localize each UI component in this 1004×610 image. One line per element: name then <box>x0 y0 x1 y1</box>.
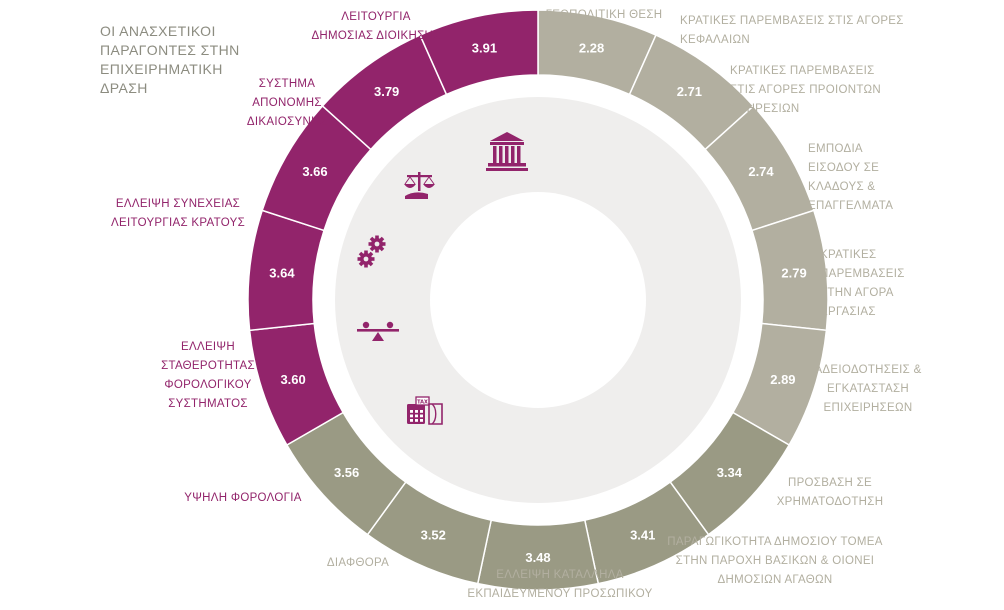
value-label-2: 2.71 <box>677 84 702 99</box>
category-label-12: ΕΛΛΕΙΨΗ ΣΤΑΘΕΡΟΤΗΤΑΣ ΦΟΡΟΛΟΓΙΚΟΥ ΣΥΣΤΗΜΑΤΟΣ <box>161 341 255 410</box>
value-label-6: 3.34 <box>717 465 743 480</box>
value-label-13: 3.66 <box>302 164 327 179</box>
value-label-1: 2.28 <box>579 41 604 56</box>
value-label-14: 3.79 <box>374 84 399 99</box>
value-label-10: 3.56 <box>334 465 359 480</box>
value-label-4: 2.79 <box>781 266 806 281</box>
category-label-5: ΚΡΑΤΙΚΕΣ ΠΑΡΕΜΒΑΣΕΙΣ ΣΤΗΝ ΑΓΟΡΑ ΕΡΓΑΣΙΑΣ <box>820 249 905 318</box>
value-label-3: 2.74 <box>748 164 774 179</box>
donut-slices <box>247 9 829 591</box>
value-label-7: 3.41 <box>630 528 655 543</box>
chart-title-line-2: ΠΑΡΑΓΟΝΤΕΣ ΣΤΗΝ <box>100 42 240 58</box>
scales-of-justice-icon <box>404 172 435 199</box>
value-label-15: 3.91 <box>472 41 497 56</box>
center-hole <box>430 192 646 408</box>
category-label-1: ΓΕΩΠΟΛΙΤΙΚΗ ΘΕΣΗ <box>546 9 663 21</box>
category-label-13: ΕΛΛΕΙΨΗ ΣΥΝΕΧΕΙΑΣ ΛΕΙΤΟΥΡΓΙΑΣ ΚΡΑΤΟΥΣ <box>111 198 245 229</box>
public-building-icon <box>486 132 528 171</box>
chart-title-line-4: ΔΡΑΣΗ <box>100 80 148 96</box>
slice-λειτουργια-δημοσιας-διοικησης <box>419 9 539 96</box>
category-label-6: ΑΔΕΙΟΔΟΤΗΣΕΙΣ & ΕΓΚΑΤΑΣΤΑΣΗ ΕΠΙΧΕΙΡΗΣΕΩΝ <box>814 364 921 414</box>
category-label-2: ΚΡΑΤΙΚΕΣ ΠΑΡΕΜΒΑΣΕΙΣ ΣΤΙΣ ΑΓΟΡΕΣ ΚΕΦΑΛΑΙΩ… <box>680 15 904 46</box>
category-label-9: ΕΛΛΕΙΨΗ ΚΑΤΑΛΛΗΛΑ ΕΚΠΑΙΔΕΥΜΕΝΟΥ ΠΡΟΣΩΠΙΚΟ… <box>467 569 652 600</box>
value-label-8: 3.48 <box>525 550 550 565</box>
chart-title-line-1: ΟΙ ΑΝΑΣΧΕΤΙΚΟΙ <box>100 23 216 39</box>
category-label-7: ΠΡΟΣΒΑΣΗ ΣΕ ΧΡΗΜΑΤΟΔΟΤΗΣΗ <box>777 477 884 508</box>
category-label-4: ΕΜΠΟΔΙΑ ΕΙΣΟΔΟΥ ΣΕ ΚΛΑΔΟΥΣ & ΕΠΑΓΓΕΛΜΑΤΑ <box>808 143 893 212</box>
gears-icon <box>357 235 386 268</box>
inner-icons: TAX <box>357 132 528 425</box>
category-label-15: ΛΕΙΤΟΥΡΓΙΑ ΔΗΜΟΣΙΑΣ ΔΙΟΙΚΗΣΗΣ <box>311 11 440 42</box>
slice-labels: 2.28 2.71 2.74 2.79 2.89 3.34 3.41 3.48 3.52 3.56… <box>111 9 921 600</box>
value-label-9: 3.52 <box>421 528 446 543</box>
chart-title: ΟΙ ΑΝΑΣΧΕΤΙΚΟΙ ΠΑΡΑΓΟΝΤΕΣ ΣΤΗΝ ΕΠΙΧΕΙΡΗΜΑΤ… <box>100 23 240 96</box>
balance-seesaw-icon <box>357 321 399 341</box>
category-label-10: ΔΙΑΦΘΟΡΑ <box>327 557 389 569</box>
category-label-14: ΣΥΣΤΗΜΑ ΑΠΟΝΟΜΗΣ ΔΙΚΑΙΟΣΥΝΗΣ <box>247 78 327 128</box>
value-label-12: 3.64 <box>269 266 295 281</box>
value-label-5: 2.89 <box>770 372 795 387</box>
category-label-8: ΠΑΡΑΓΩΓΙΚΟΤΗΤΑ ΔΗΜΟΣΙΟΥ ΤΟΜΕΑ ΣΤΗΝ ΠΑΡΟΧΗ… <box>667 536 883 586</box>
inner-disc <box>335 97 741 503</box>
tax-calculator-icon: TAX <box>407 396 443 425</box>
category-label-11: ΥΨΗΛΗ ΦΟΡΟΛΟΓΙΑ <box>184 492 301 504</box>
chart-title-line-3: ΕΠΙΧΕΙΡΗΜΑΤΙΚΗ <box>100 61 223 77</box>
category-label-3: ΚΡΑΤΙΚΕΣ ΠΑΡΕΜΒΑΣΕΙΣ ΣΤΙΣ ΑΓΟΡΕΣ ΠΡΟΙΟΝΤΩ… <box>730 65 881 115</box>
value-label-11: 3.60 <box>280 372 305 387</box>
svg-text:TAX: TAX <box>417 400 428 406</box>
